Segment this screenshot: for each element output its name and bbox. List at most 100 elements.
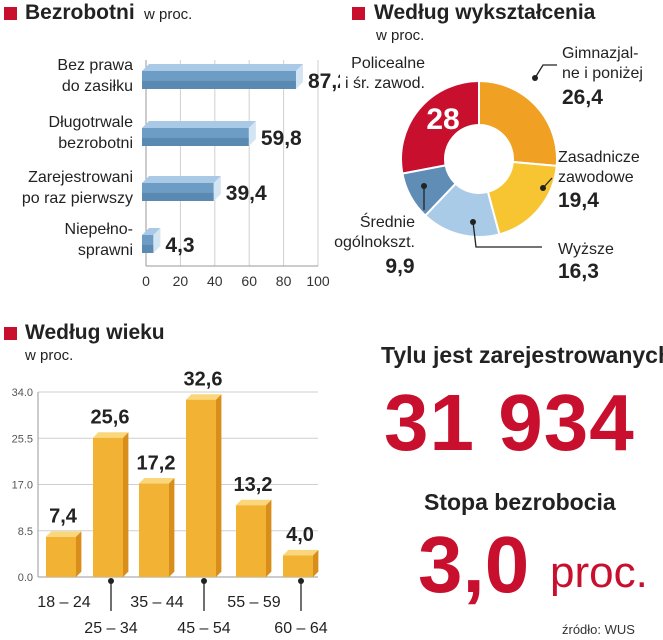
bar-front-shade xyxy=(142,244,154,253)
bar-category-label: do zasiłku xyxy=(62,78,133,95)
bar-category-label: Długotrwale xyxy=(49,114,134,131)
bar-front-face xyxy=(93,437,123,577)
bar-4 xyxy=(142,228,161,253)
bar-top-face xyxy=(283,549,319,556)
education-donut-chart: 28 Policealne i śr. zawod. Gimnazjal-ne i p… xyxy=(334,45,643,283)
slice-label: Zasadnicze xyxy=(558,149,640,166)
slice-label: Gimnazjal- xyxy=(562,45,638,62)
bar-5 xyxy=(236,499,272,577)
slice-value-label: 16,3 xyxy=(558,260,599,283)
slice-label: ogólnokszt. xyxy=(334,234,415,251)
bar-top-face xyxy=(93,432,129,438)
bar-front-face xyxy=(142,235,154,253)
bar-front-face xyxy=(283,555,313,577)
bar-end-face xyxy=(213,176,221,201)
slice-value-label: 26,4 xyxy=(562,86,603,109)
bar-front-face xyxy=(186,399,216,577)
bar-category-label: po raz pierwszy xyxy=(22,190,133,207)
bar-side-face xyxy=(169,478,175,577)
age-bar-chart: 0.0 8.5 17.0 25.5 34.0 7,4 18 – 24 25,6 25 – 34 1… xyxy=(12,369,328,637)
category-leader-dot xyxy=(108,578,114,584)
bar-top-face xyxy=(186,394,222,400)
bar-side-face xyxy=(216,394,222,577)
bar-6 xyxy=(283,549,319,577)
bar-side-face xyxy=(76,531,82,577)
bar-side-face xyxy=(123,432,129,577)
bar-category-label: bezrobotni xyxy=(58,135,133,152)
y-tick-label: 25.5 xyxy=(12,433,33,445)
slice-value-label: 28 xyxy=(426,103,459,136)
bar-side-face xyxy=(313,549,319,577)
bar-top-face xyxy=(142,228,161,235)
category-leader-dot xyxy=(201,578,207,584)
bar-front-face xyxy=(139,483,169,577)
leader-line xyxy=(534,64,557,79)
bar-side-face xyxy=(266,499,272,577)
bar-value-label: 59,8 xyxy=(261,127,302,150)
registered-label: Tylu jest zarejestrowanych xyxy=(381,342,663,368)
bar-category-label: Bez prawa xyxy=(57,57,133,74)
bar-3 xyxy=(142,176,221,201)
slice-value-label: 9,9 xyxy=(385,255,414,278)
section-marker-unemployed xyxy=(4,7,17,20)
rate-unit: proc. xyxy=(550,548,648,597)
bar-category-label: sprawni xyxy=(78,242,133,259)
bar-front-shade xyxy=(142,192,214,201)
bar-front-shade xyxy=(142,137,249,146)
x-tick-label: 40 xyxy=(207,273,223,289)
age-subtitle: w proc. xyxy=(25,347,74,364)
bar-2 xyxy=(93,432,129,577)
bar-category-label: Niepełno- xyxy=(65,221,133,238)
x-category-label: 45 – 54 xyxy=(177,620,230,637)
education-title: Według wykształcenia xyxy=(374,1,596,24)
leader-dot xyxy=(470,219,476,225)
x-tick-label: 80 xyxy=(276,273,292,289)
bar-top-face xyxy=(139,478,175,484)
slice-label: Średnie xyxy=(360,212,415,231)
bar-front-face xyxy=(46,536,76,577)
bar-3 xyxy=(139,478,175,577)
bar-value-label: 87,2 xyxy=(308,70,340,93)
bar-value-label: 7,4 xyxy=(49,506,78,528)
bar-end-face xyxy=(248,121,256,146)
donut-slice xyxy=(401,164,457,217)
leader-dot xyxy=(421,183,427,189)
donut-slice xyxy=(486,160,558,236)
slice-label: zawodowe xyxy=(558,169,634,186)
leader-dot xyxy=(540,185,546,191)
bar-1 xyxy=(142,64,303,89)
rate-label: Stopa bezrobocia xyxy=(424,489,616,515)
x-category-label: 18 – 24 xyxy=(37,594,90,611)
x-tick-label: 20 xyxy=(173,273,189,289)
y-tick-label: 0.0 xyxy=(18,572,33,584)
bar-category-label: Zarejestrowani xyxy=(28,169,133,186)
bar-value-label: 17,2 xyxy=(137,452,176,474)
bar-4 xyxy=(186,394,222,577)
slice-label: Policealne xyxy=(351,55,425,72)
bar-value-label: 4,0 xyxy=(286,524,314,546)
category-leader-dot xyxy=(298,578,304,584)
slice-label: i śr. zawod. xyxy=(345,75,425,92)
y-tick-label: 8.5 xyxy=(18,526,33,538)
x-tick-label: 0 xyxy=(142,273,150,289)
bar-front-face xyxy=(236,505,266,577)
bar-end-face xyxy=(153,228,161,253)
bar-value-label: 25,6 xyxy=(91,407,130,429)
unemployed-title: Bezrobotni xyxy=(25,1,135,24)
bar-top-face xyxy=(236,499,272,506)
source-note: źródło: WUS xyxy=(562,622,635,637)
slice-label: Wyższe xyxy=(558,241,614,258)
slice-label: ne i poniżej xyxy=(562,65,643,82)
bar-end-face xyxy=(295,64,303,89)
age-title: Według wieku xyxy=(25,321,165,344)
bar-front-shade xyxy=(142,80,296,89)
bar-1 xyxy=(46,531,82,577)
bar-top-face xyxy=(142,176,221,183)
education-subtitle: w proc. xyxy=(376,27,425,44)
bar-value-label: 39,4 xyxy=(226,182,267,205)
bar-2 xyxy=(142,121,256,146)
x-tick-label: 100 xyxy=(306,273,330,289)
x-category-label: 35 – 44 xyxy=(130,594,183,611)
bar-top-face xyxy=(46,531,82,537)
unemployed-subtitle: w proc. xyxy=(144,6,193,23)
